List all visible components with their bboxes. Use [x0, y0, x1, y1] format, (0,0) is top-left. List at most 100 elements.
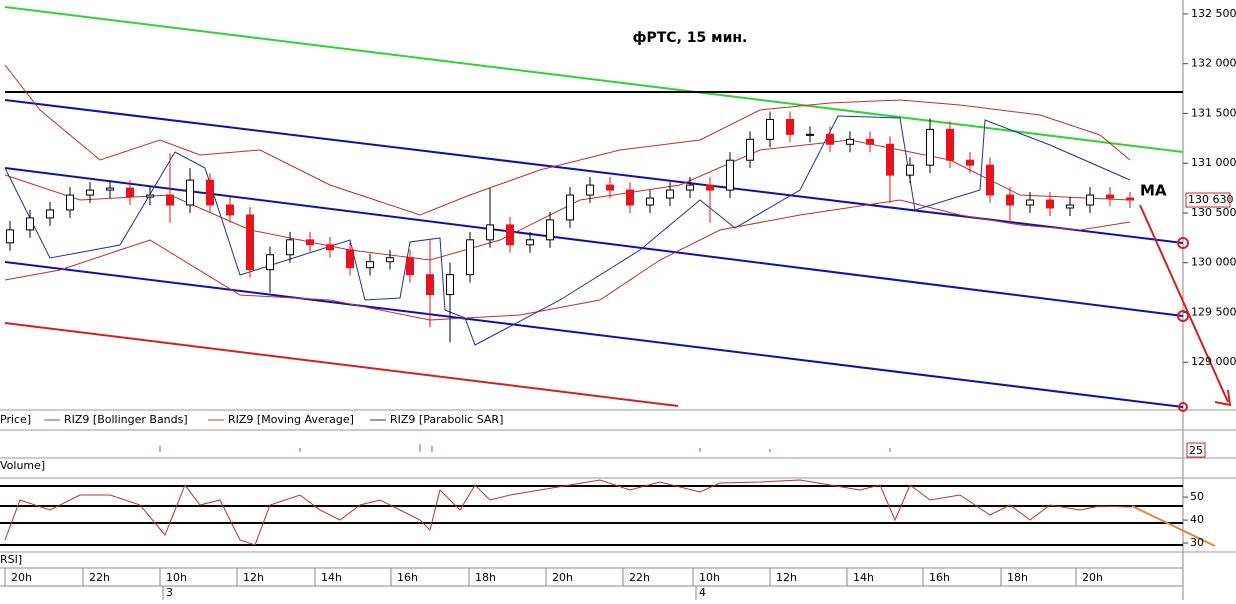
- x-tick-label: 22h: [89, 571, 110, 584]
- forecast-arrow: [1131, 505, 1216, 547]
- candle-body: [406, 257, 414, 276]
- candle-body: [86, 189, 94, 196]
- candle-body: [146, 194, 154, 198]
- candle-body: [326, 244, 334, 251]
- candle-body: [966, 159, 974, 166]
- channel-line: [4, 167, 1184, 317]
- candle-body: [246, 214, 254, 271]
- x-tick-label: 18h: [1007, 571, 1028, 584]
- candle-body: [1046, 199, 1054, 209]
- legend-entry: RIZ9 [Moving Average]: [228, 413, 354, 426]
- price-label: 130 630: [1188, 193, 1234, 206]
- channel-line: [4, 261, 1184, 408]
- candle-body: [1026, 199, 1034, 206]
- x-tick-label: 16h: [397, 571, 418, 584]
- candle-body: [186, 179, 194, 206]
- trend-line: [4, 6, 1184, 153]
- candle-body: [6, 229, 14, 244]
- candle-body: [486, 224, 494, 241]
- legend-entry: Price]: [0, 413, 31, 426]
- candle-body: [586, 184, 594, 196]
- candle-body: [1126, 197, 1134, 201]
- candle-body: [746, 138, 754, 161]
- x-tick-label: 22h: [629, 571, 650, 584]
- candle-body: [1006, 194, 1014, 206]
- date-label: 3: [166, 586, 173, 599]
- x-tick-label: 20h: [1082, 571, 1103, 584]
- legend-entry: RIZ9 [Bollinger Bands]: [64, 413, 188, 426]
- panel-label: Volume]: [0, 459, 45, 472]
- candle-body: [866, 138, 874, 145]
- y-tick-label: 132 500: [1191, 7, 1236, 20]
- rsi-line: [4, 479, 1131, 546]
- candle-body: [726, 159, 734, 191]
- x-tick-label: 14h: [321, 571, 342, 584]
- y-tick-label: 131 500: [1191, 106, 1236, 119]
- marker: [1178, 402, 1188, 412]
- marker: [1177, 310, 1189, 322]
- x-tick-label: 20h: [11, 571, 32, 584]
- x-tick-label: 12h: [776, 571, 797, 584]
- y-tick-label: 30: [1190, 536, 1204, 549]
- chart-title: фРТС, 15 мин.: [633, 30, 748, 46]
- candle-body: [526, 239, 534, 246]
- y-tick-label: 40: [1190, 513, 1204, 526]
- candle-body: [506, 224, 514, 246]
- date-label: 4: [699, 586, 706, 599]
- y-tick-label: 50: [1190, 490, 1204, 503]
- candle-body: [66, 194, 74, 211]
- panel-label: RSI]: [0, 553, 22, 566]
- y-tick-label: 130 000: [1191, 256, 1236, 269]
- y-tick-label: 132 000: [1191, 57, 1236, 70]
- x-tick-label: 20h: [552, 571, 573, 584]
- x-tick-label: 10h: [166, 571, 187, 584]
- candle-body: [546, 219, 554, 241]
- candle-body: [686, 184, 694, 191]
- candle-body: [206, 179, 214, 206]
- candle-body: [906, 164, 914, 176]
- bollinger-lower: [4, 199, 1131, 321]
- volume-tick: 25: [1189, 444, 1203, 457]
- y-tick-label: 129 500: [1191, 305, 1236, 318]
- candle-body: [566, 194, 574, 221]
- candle-body: [446, 274, 454, 296]
- candle-body: [366, 261, 374, 269]
- arrow-head: [1214, 389, 1232, 407]
- candle-body: [1086, 194, 1094, 206]
- candle-body: [46, 209, 54, 219]
- candle-body: [386, 257, 394, 263]
- trend-line: [4, 322, 679, 407]
- y-tick-label: 129 000: [1191, 355, 1236, 368]
- candle-body: [26, 217, 34, 231]
- candle-body: [986, 164, 994, 196]
- candle-body: [1066, 204, 1074, 209]
- candle-body: [946, 128, 954, 161]
- volume-bars: [159, 444, 891, 452]
- candle-body: [606, 184, 614, 191]
- candle-body: [426, 274, 434, 296]
- candle-body: [806, 133, 814, 136]
- candle-body: [926, 128, 934, 166]
- volume-tick-box: [1186, 442, 1206, 458]
- x-tick-label: 12h: [243, 571, 264, 584]
- x-tick-label: 16h: [929, 571, 950, 584]
- candle-body: [286, 239, 294, 256]
- candle-body: [466, 239, 474, 276]
- y-tick-label: 131 000: [1191, 156, 1236, 169]
- candle-body: [766, 118, 774, 140]
- y-tick-label: 130 500: [1191, 206, 1236, 219]
- legend-entry: RIZ9 [Parabolic SAR]: [390, 413, 503, 426]
- candle-body: [166, 194, 174, 206]
- candle-body: [346, 249, 354, 269]
- annotation: MA: [1140, 182, 1167, 200]
- candle-body: [266, 254, 274, 271]
- price-label-box: [1185, 192, 1231, 208]
- candle-body: [306, 239, 314, 246]
- candle-body: [706, 184, 714, 191]
- candle-body: [1106, 194, 1114, 199]
- marker: [1177, 237, 1189, 249]
- candle-body: [666, 189, 674, 199]
- candle-body: [646, 197, 654, 206]
- candle-body: [826, 133, 834, 145]
